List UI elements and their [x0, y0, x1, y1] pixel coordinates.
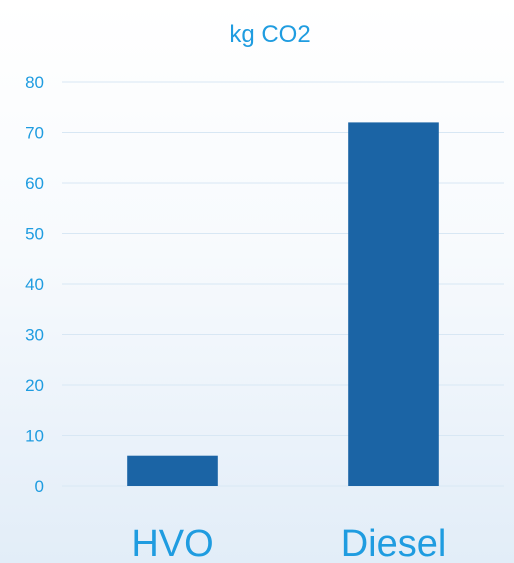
grid-lines: [62, 81, 504, 487]
y-tick-label: 50: [25, 225, 44, 244]
y-tick-label: 70: [25, 124, 44, 143]
y-tick-label: 40: [25, 275, 44, 294]
y-tick-label: 0: [35, 477, 44, 496]
x-category-label-hvo: HVO: [131, 523, 213, 563]
y-tick-label: 30: [25, 326, 44, 345]
bars: [127, 122, 439, 487]
chart-title: kg CO2: [229, 21, 310, 48]
y-tick-label: 80: [25, 73, 44, 92]
x-axis-category-labels: HVO Diesel: [131, 523, 446, 563]
bar-diesel: [348, 122, 439, 487]
bar-hvo: [127, 455, 218, 486]
y-axis-tick-labels: 0 10 20 30 40 50 60 70 80: [25, 73, 44, 496]
x-category-label-diesel: Diesel: [341, 523, 447, 563]
y-tick-label: 20: [25, 376, 44, 395]
y-tick-label: 60: [25, 174, 44, 193]
y-tick-label: 10: [25, 427, 44, 446]
